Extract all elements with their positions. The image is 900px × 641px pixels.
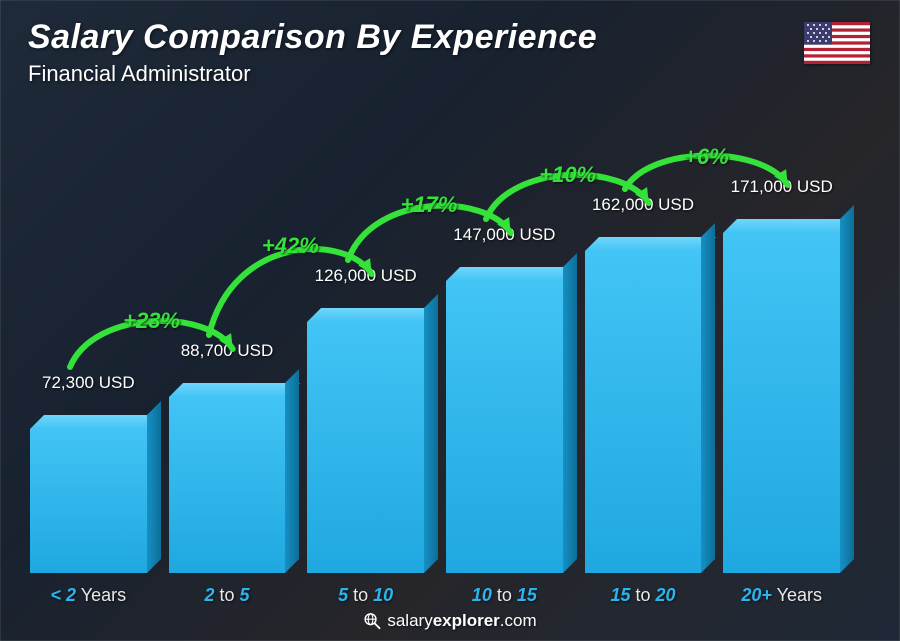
category-label: < 2 Years: [51, 585, 127, 606]
bar-value-label: 147,000 USD: [453, 225, 555, 245]
bar-chart: 72,300 USD< 2 Years88,700 USD2 to 5126,0…: [30, 120, 840, 573]
bar: [169, 397, 286, 573]
page-title: Salary Comparison By Experience: [28, 18, 597, 57]
chart-column: 147,000 USD10 to 15: [446, 120, 563, 573]
page-subtitle: Financial Administrator: [28, 61, 597, 87]
chart-column: 72,300 USD< 2 Years: [30, 120, 147, 573]
bar: [30, 429, 147, 573]
category-label: 10 to 15: [472, 585, 537, 606]
category-label: 20+ Years: [741, 585, 822, 606]
globe-search-icon: [363, 612, 381, 630]
bar-wrap: [307, 120, 424, 573]
footer-attribution: salaryexplorer.com: [363, 611, 536, 631]
bar-wrap: [30, 120, 147, 573]
category-label: 2 to 5: [204, 585, 249, 606]
bar: [585, 251, 702, 573]
bar: [723, 233, 840, 573]
bar: [446, 281, 563, 573]
bar-wrap: [585, 120, 702, 573]
bar-wrap: [446, 120, 563, 573]
category-label: 15 to 20: [610, 585, 675, 606]
footer-prefix: salary: [387, 611, 432, 630]
footer-domain: .com: [500, 611, 537, 630]
country-flag-icon: [804, 22, 870, 64]
chart-column: 171,000 USD20+ Years: [723, 120, 840, 573]
bar-value-label: 171,000 USD: [731, 177, 833, 197]
bar-value-label: 162,000 USD: [592, 195, 694, 215]
chart-column: 126,000 USD5 to 10: [307, 120, 424, 573]
bar: [307, 322, 424, 573]
bars-container: 72,300 USD< 2 Years88,700 USD2 to 5126,0…: [30, 120, 840, 573]
footer-suffix: explorer: [433, 611, 500, 630]
header: Salary Comparison By Experience Financia…: [28, 18, 597, 87]
bar-value-label: 126,000 USD: [315, 266, 417, 286]
category-label: 5 to 10: [338, 585, 393, 606]
bar-value-label: 88,700 USD: [181, 341, 274, 361]
bar-value-label: 72,300 USD: [42, 373, 135, 393]
chart-column: 88,700 USD2 to 5: [169, 120, 286, 573]
chart-column: 162,000 USD15 to 20: [585, 120, 702, 573]
